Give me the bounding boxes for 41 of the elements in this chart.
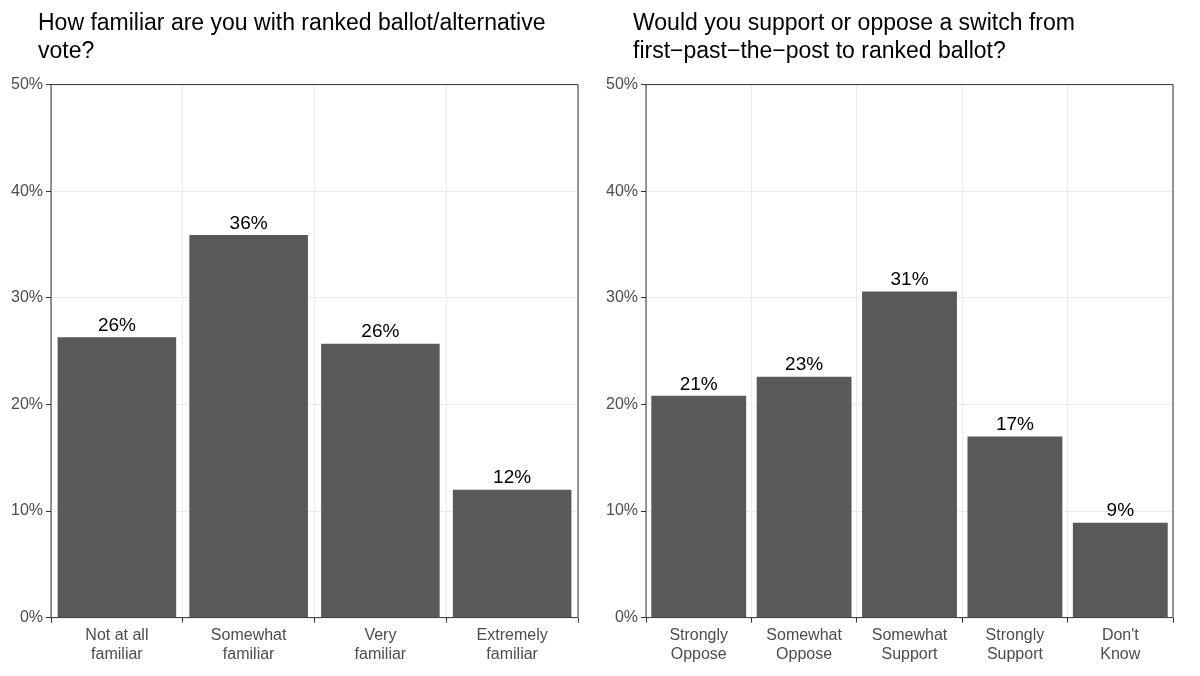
bar	[862, 291, 957, 618]
data-label: 36%	[229, 211, 268, 233]
y-tick-label: 0%	[19, 608, 44, 626]
y-tick-label: 40%	[10, 181, 44, 199]
x-tick-label: Extremely familiar	[476, 625, 548, 662]
bar	[756, 376, 852, 618]
bar	[57, 337, 177, 618]
y-tick-label: 40%	[605, 181, 639, 199]
x-tick-label: Very familiar	[354, 625, 407, 662]
bar	[651, 395, 747, 618]
y-tick-label: 30%	[605, 288, 639, 306]
chart-title: Would you support or oppose a switch from first−past−the−post to ranked ballot?	[633, 8, 1076, 65]
x-tick-label: Strongly Support	[985, 625, 1045, 662]
data-label: 17%	[995, 413, 1035, 435]
y-tick-label: 0%	[614, 608, 639, 626]
bar	[967, 436, 1063, 618]
data-label: 26%	[361, 320, 400, 342]
data-label: 12%	[493, 466, 532, 488]
y-tick-label: 10%	[10, 501, 44, 519]
data-label: 26%	[97, 313, 137, 335]
bar	[452, 489, 572, 618]
y-tick-label: 20%	[605, 394, 639, 412]
y-tick-label: 30%	[10, 288, 44, 306]
data-label: 31%	[890, 268, 929, 290]
x-tick-label: Strongly Oppose	[669, 625, 729, 662]
chart-title: How familiar are you with ranked ballot/alternative vote?	[38, 8, 547, 65]
y-tick-label: 10%	[605, 501, 639, 519]
y-tick-label: 50%	[10, 75, 44, 93]
data-label: 9%	[1106, 499, 1135, 521]
data-label: 21%	[679, 372, 718, 394]
x-tick-label: Not at all familiar	[85, 625, 149, 662]
x-tick-label: Somewhat familiar	[210, 625, 287, 662]
x-tick-label: Somewhat Oppose	[766, 625, 843, 662]
data-label: 23%	[785, 353, 824, 375]
bar	[321, 343, 440, 618]
x-tick-label: Don't Know	[1100, 625, 1141, 662]
x-tick-label: Somewhat Support	[871, 625, 948, 662]
bar	[189, 234, 308, 618]
y-tick-label: 20%	[10, 394, 44, 412]
y-tick-label: 50%	[605, 75, 639, 93]
bar	[1072, 522, 1168, 618]
